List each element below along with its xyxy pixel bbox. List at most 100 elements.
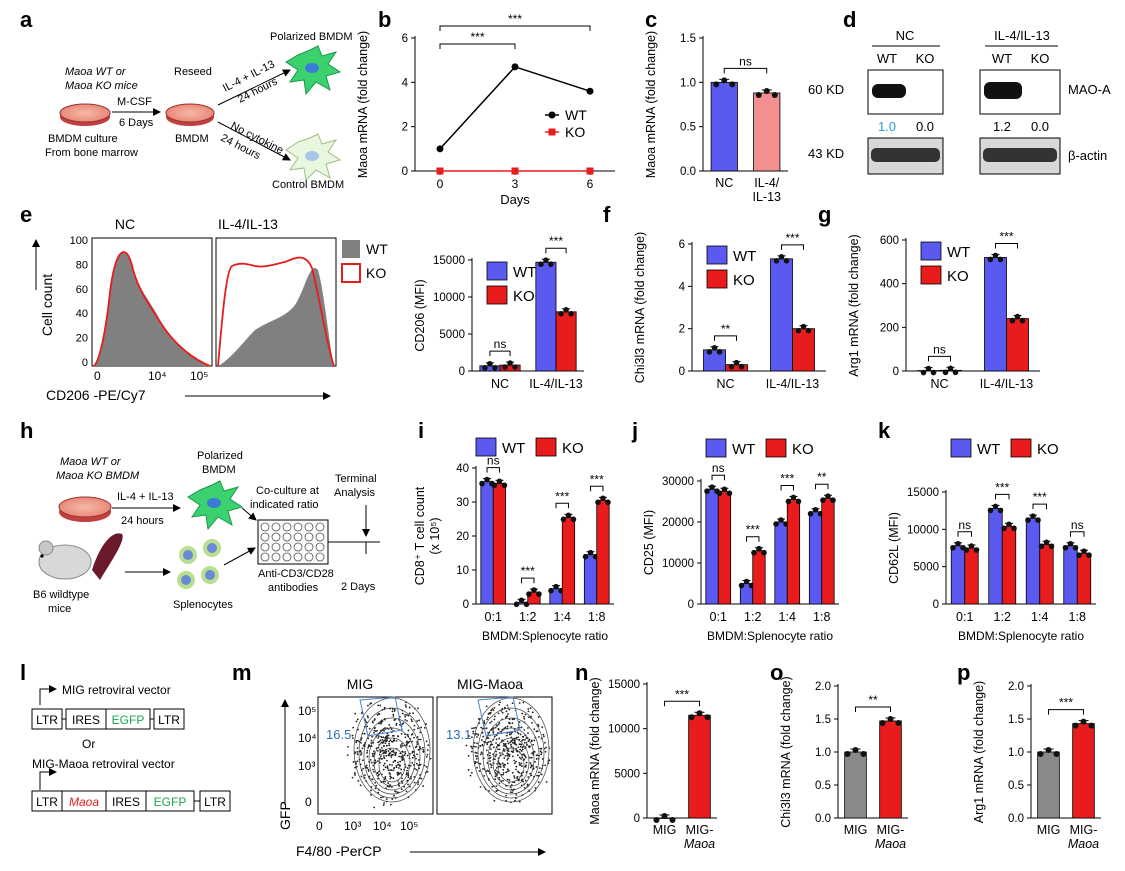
event-dot (503, 757, 506, 759)
event-dot (378, 753, 381, 756)
bar-KO (1076, 552, 1092, 605)
event-dot (534, 787, 537, 789)
replicate-point (1037, 751, 1044, 757)
event-dot (524, 738, 526, 741)
replicate-point (713, 81, 720, 88)
flow-contour-m: MIG MIG-Maoa GFP 10⁵ 10⁴ 10³ 0 16.5 13.1… (277, 676, 553, 859)
event-dot (489, 740, 492, 743)
e-wt-il-hist (218, 268, 334, 366)
event-dot (355, 741, 358, 744)
replicate-point (688, 714, 695, 721)
m-yt2: 10³ (298, 759, 315, 773)
legend-swatch (486, 261, 508, 281)
event-dot (470, 771, 473, 774)
event-dot (381, 757, 383, 760)
replicate-point (1088, 722, 1095, 729)
replicate-point (729, 81, 736, 88)
legend-swatch (535, 437, 557, 457)
event-dot (539, 747, 542, 750)
event-dot (527, 740, 530, 743)
event-dot (524, 765, 527, 768)
y-tick-label: 0.5 (680, 122, 696, 134)
event-dot (415, 768, 418, 771)
y-tick-label: 0.5 (815, 780, 831, 792)
event-dot (371, 755, 374, 757)
event-dot (483, 720, 486, 722)
y-tick-label: 30000 (662, 476, 694, 488)
replicate-point (716, 349, 723, 355)
event-dot (389, 773, 392, 775)
replicate-point (482, 365, 488, 371)
significance-bracket (714, 335, 737, 341)
panel-letter-h: h (20, 418, 33, 443)
significance-label: *** (746, 523, 760, 537)
event-dot (506, 704, 509, 707)
replicate-point (950, 544, 956, 551)
bar (879, 720, 902, 819)
legend-swatch (920, 241, 942, 261)
e-xlabel: CD206 -PE/Cy7 (46, 387, 146, 403)
well (315, 532, 325, 542)
bar-KO (786, 499, 801, 605)
x-tick-label: 1:8 (1069, 610, 1086, 624)
replicate-point (1067, 540, 1074, 547)
event-dot (413, 724, 416, 727)
e-ko-il-hist (217, 256, 335, 367)
event-dot (515, 768, 517, 771)
bar-KO (555, 311, 577, 372)
well (282, 552, 292, 562)
panel-letter-p: p (957, 660, 970, 685)
event-dot (352, 761, 355, 763)
event-dot (356, 751, 359, 753)
replicate-point (565, 512, 572, 519)
event-dot (401, 777, 403, 780)
event-dot (381, 749, 384, 752)
event-dot (510, 725, 513, 728)
well (271, 532, 281, 542)
event-dot (362, 767, 365, 770)
significance-bracket (489, 350, 511, 357)
legend-label: KO (792, 441, 814, 458)
replicate-point (491, 482, 498, 489)
event-dot (531, 711, 534, 714)
y-tick-label: 200 (880, 322, 899, 334)
event-dot (535, 730, 538, 733)
bar (688, 714, 711, 819)
data-point (586, 167, 594, 175)
well (315, 522, 325, 532)
y-tick-label: 1.0 (1008, 747, 1024, 759)
replicate-point (726, 490, 733, 497)
replicate-point (600, 495, 606, 502)
panel-letter-d: d (843, 7, 856, 32)
event-dot (413, 781, 416, 784)
event-dot (388, 763, 391, 766)
a-polarized: Polarized BMDM (270, 31, 353, 43)
event-dot (535, 758, 538, 760)
event-dot (387, 750, 390, 752)
event-dot (384, 775, 387, 778)
replicate-point (751, 549, 757, 556)
y-tick-label: 10 (456, 565, 469, 577)
y-axis-label: Chi3l3 mRNA (fold change) (779, 676, 793, 827)
replicate-point (669, 816, 676, 823)
replicate-point (997, 256, 1004, 263)
event-dot (371, 735, 374, 738)
event-dot (481, 744, 484, 747)
event-dot (474, 726, 477, 729)
event-dot (522, 745, 524, 748)
replicate-point (968, 543, 975, 549)
event-dot (366, 755, 369, 758)
event-dot (528, 716, 530, 719)
event-dot (505, 771, 508, 774)
event-dot (515, 743, 518, 746)
event-dot (397, 773, 399, 775)
event-dot (529, 766, 532, 769)
event-dot (498, 722, 501, 724)
event-dot (521, 739, 523, 742)
event-dot (408, 706, 411, 709)
event-dot (489, 748, 492, 751)
a-mcsf: M-CSF (117, 96, 152, 108)
event-dot (532, 743, 535, 746)
x-tick-label: 1:2 (519, 610, 536, 624)
event-dot (492, 730, 495, 733)
